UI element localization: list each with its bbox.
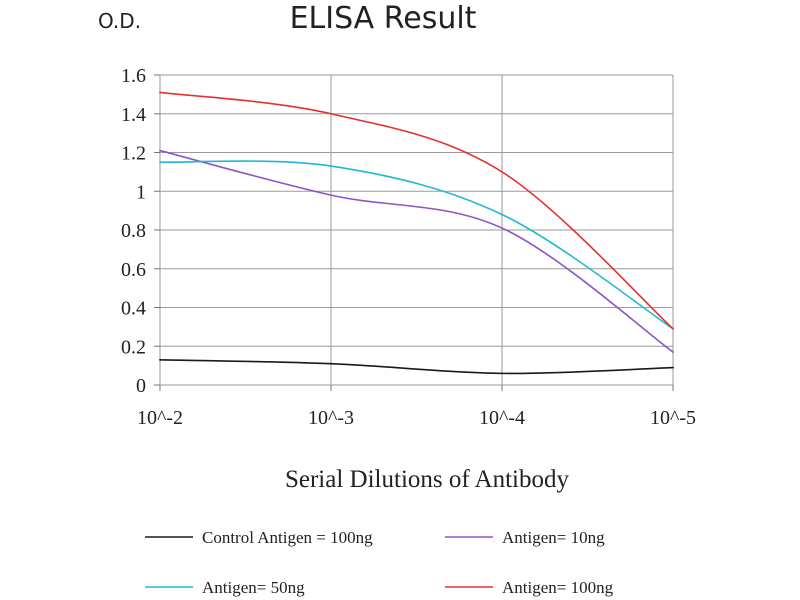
legend-label: Antigen= 100ng — [502, 578, 614, 597]
data-point — [159, 149, 161, 152]
series-line-1 — [159, 359, 674, 375]
series-line-2 — [159, 149, 674, 353]
x-axis-label: Serial Dilutions of Antibody — [285, 466, 570, 493]
data-point — [501, 227, 503, 229]
data-point — [672, 366, 674, 369]
y-tick-label: 0.8 — [121, 220, 146, 242]
x-tick-label: 10^-4 — [479, 407, 525, 429]
x-tick-label: 10^-3 — [308, 407, 354, 429]
y-tick-label: 1 — [136, 181, 146, 203]
data-point — [330, 362, 332, 365]
y-axis-label: O.D. — [98, 9, 141, 33]
data-point — [159, 91, 161, 94]
data-point — [672, 327, 674, 330]
data-point — [672, 351, 674, 353]
legend-label: Control Antigen = 100ng — [202, 528, 373, 547]
series-lines — [159, 91, 674, 375]
series-line-3 — [159, 160, 674, 330]
y-tick-label: 1.2 — [121, 143, 146, 165]
legend-label: Antigen= 10ng — [502, 528, 605, 547]
x-tick-label: 10^-2 — [137, 407, 183, 429]
y-tick-label: 0 — [136, 375, 146, 397]
legend-label: Antigen= 50ng — [202, 578, 305, 597]
data-point — [330, 194, 332, 197]
data-point — [330, 165, 332, 167]
data-point — [501, 170, 503, 173]
y-tick-label: 0.4 — [121, 298, 146, 320]
data-point — [501, 213, 503, 216]
data-point — [159, 161, 161, 164]
x-tick-label: 10^-5 — [650, 407, 696, 429]
data-point — [159, 358, 161, 361]
chart-title: ELISA Result — [290, 1, 477, 36]
y-tick-label: 1.6 — [121, 65, 146, 87]
grid — [159, 74, 674, 386]
data-point — [330, 112, 332, 115]
y-tick-label: 1.4 — [121, 104, 146, 126]
series-line-4 — [159, 91, 674, 330]
axes: 0 0.2 0.4 0.6 0.8 1 1.2 1.4 1.6 10^-2 10^-3 10^-4 10… — [121, 65, 696, 429]
data-point — [501, 372, 503, 375]
y-tick-label: 0.2 — [121, 336, 146, 358]
legend: Control Antigen = 100ng Antigen= 10ng Anti… — [145, 528, 614, 597]
y-tick-label: 0.6 — [121, 259, 146, 281]
